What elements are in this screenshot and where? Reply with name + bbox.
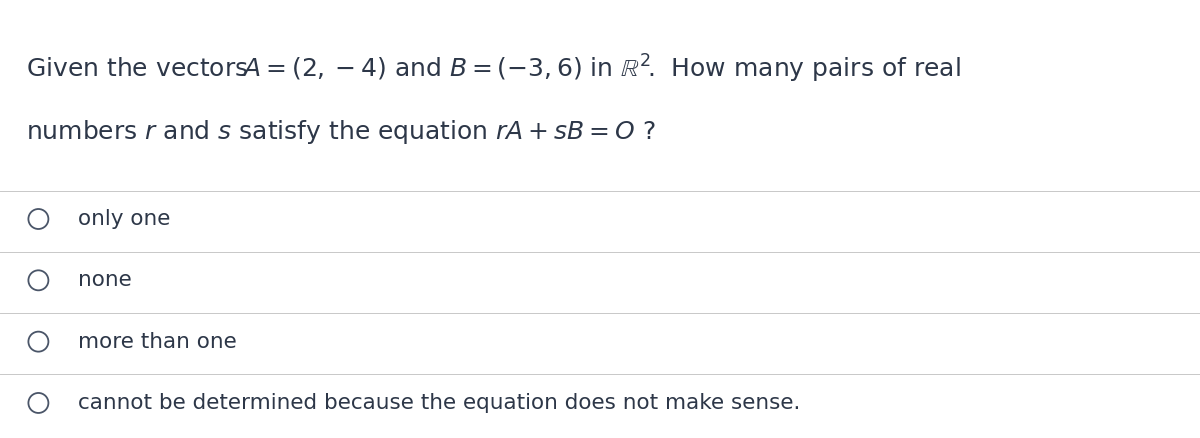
Ellipse shape [29, 209, 48, 229]
Text: more than one: more than one [78, 332, 236, 352]
Ellipse shape [29, 270, 48, 290]
Ellipse shape [29, 332, 48, 352]
Text: cannot be determined because the equation does not make sense.: cannot be determined because the equatio… [78, 393, 800, 413]
Text: Given the vectors$\!A = (2,-4)$ and $B = (-3,6)$ in $\mathbb{R}^2\!$.  How many : Given the vectors$\!A = (2,-4)$ and $B =… [26, 53, 961, 85]
Text: numbers $r$ and $s$ satisfy the equation $rA + sB = O$ ?: numbers $r$ and $s$ satisfy the equation… [26, 118, 656, 146]
Text: only one: only one [78, 209, 170, 229]
Text: none: none [78, 270, 132, 290]
Ellipse shape [29, 393, 48, 413]
